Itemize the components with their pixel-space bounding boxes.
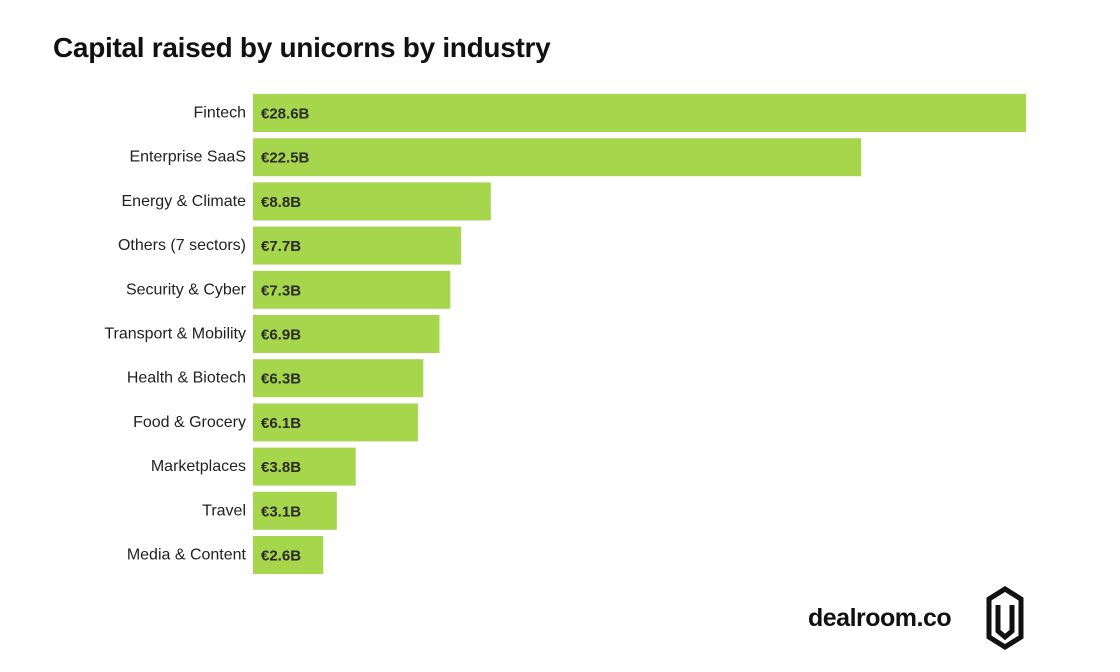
category-label: Energy & Climate bbox=[122, 193, 247, 210]
value-label: €3.8B bbox=[261, 459, 301, 476]
chart-title: Capital raised by unicorns by industry bbox=[53, 32, 551, 63]
bar-transport-mobility bbox=[253, 315, 440, 353]
bar-security-cyber bbox=[253, 270, 451, 309]
category-label: Media & Content bbox=[127, 547, 247, 564]
category-label: Health & Biotech bbox=[127, 370, 246, 387]
category-label: Food & Grocery bbox=[133, 414, 246, 431]
dealroom-logo-icon bbox=[986, 586, 1024, 650]
bar-health-biotech bbox=[253, 359, 424, 398]
value-label: €22.5B bbox=[261, 150, 310, 167]
value-label: €3.1B bbox=[261, 503, 301, 520]
value-label: €8.8B bbox=[261, 194, 301, 211]
bar-marketplaces bbox=[253, 447, 356, 486]
bar-food-grocery bbox=[253, 403, 418, 442]
category-label: Enterprise SaaS bbox=[129, 149, 246, 166]
value-label: €6.3B bbox=[261, 371, 301, 388]
category-label: Fintech bbox=[194, 105, 246, 122]
category-label: Security & Cyber bbox=[126, 281, 247, 298]
bar-fintech bbox=[253, 94, 1026, 132]
category-label: Travel bbox=[202, 502, 246, 519]
value-label: €6.9B bbox=[261, 327, 301, 344]
value-label: €2.6B bbox=[261, 548, 301, 565]
bar-energy-climate bbox=[253, 182, 491, 221]
bar-media-content bbox=[253, 536, 324, 574]
category-label: Transport & Mobility bbox=[104, 326, 246, 343]
value-label: €7.7B bbox=[261, 238, 301, 255]
bar-enterprise-saas bbox=[253, 138, 862, 177]
value-label: €6.1B bbox=[261, 415, 301, 432]
category-label: Others (7 sectors) bbox=[118, 237, 246, 254]
value-label: €28.6B bbox=[261, 106, 310, 123]
value-label: €7.3B bbox=[261, 282, 301, 299]
bar-others-7-sectors bbox=[253, 226, 462, 265]
brand-name: dealroom.co bbox=[808, 604, 952, 632]
bar-travel bbox=[253, 491, 337, 530]
category-label: Marketplaces bbox=[151, 458, 246, 475]
